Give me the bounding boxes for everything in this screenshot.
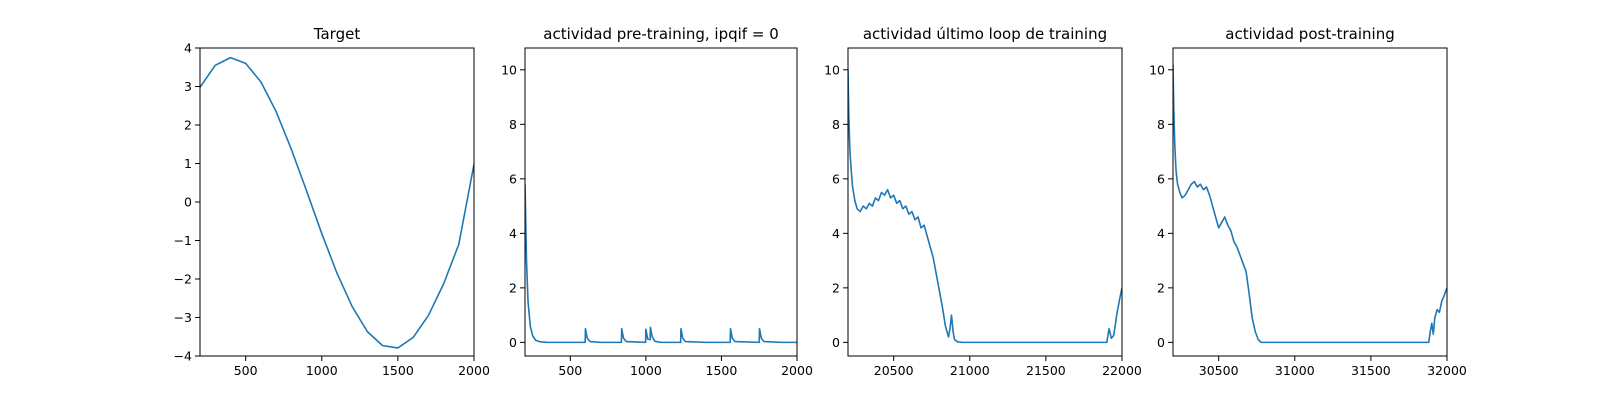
y-tick-label: 10: [501, 62, 517, 77]
x-tick-label: 21500: [1026, 363, 1066, 378]
plot-frame: [1172, 47, 1448, 357]
y-tick-label: 10: [1149, 62, 1165, 77]
x-tick-label: 1000: [630, 363, 662, 378]
plot-frame: [199, 47, 475, 357]
y-tick-label: −2: [174, 272, 192, 287]
y-tick-label: 4: [509, 226, 517, 241]
x-tick-label: 1500: [382, 363, 414, 378]
x-tick-label: 30500: [1199, 363, 1239, 378]
y-tick-label: 0: [184, 195, 192, 210]
x-tick-label: 500: [558, 363, 582, 378]
subplot-1: Target 500 1000 1500 2000 −4 −3 −2 −1 0 1 2 3 4: [174, 25, 490, 378]
subplot-2: actividad pre-training, ipqif = 0 500 1000…: [501, 25, 813, 378]
x-tick-label: 2000: [781, 363, 813, 378]
y-tick-label: −4: [174, 349, 192, 364]
series-line-1: [525, 184, 797, 344]
y-tick-label: 8: [509, 117, 517, 132]
y-tick-label: 4: [1157, 226, 1165, 241]
y-tick-label: −1: [174, 233, 192, 248]
x-tick-label: 31000: [1275, 363, 1315, 378]
y-tick-label: 0: [1157, 335, 1165, 350]
x-tick-label: 2000: [458, 363, 490, 378]
chart-title: actividad pre-training, ipqif = 0: [543, 25, 779, 43]
y-tick-label: 2: [184, 118, 192, 133]
y-tick-label: 1: [184, 156, 192, 171]
y-tick-label: 0: [509, 335, 517, 350]
y-tick-label: 2: [1157, 280, 1165, 295]
series-line-1: [848, 69, 1122, 344]
chart-title: Target: [313, 25, 361, 43]
x-tick-label: 31500: [1351, 363, 1391, 378]
y-tick-label: 6: [832, 171, 840, 186]
x-tick-label: 21000: [950, 363, 990, 378]
series-line-1: [200, 56, 474, 349]
y-tick-label: 6: [1157, 171, 1165, 186]
x-tick-label: 500: [234, 363, 258, 378]
plot-frame: [847, 47, 1123, 357]
y-tick-label: 4: [832, 226, 840, 241]
y-tick-label: −3: [174, 310, 192, 325]
y-tick-label: 2: [832, 280, 840, 295]
x-tick-label: 20500: [874, 363, 914, 378]
x-tick-label: 22000: [1102, 363, 1142, 378]
y-tick-label: 6: [509, 171, 517, 186]
y-tick-label: 3: [184, 79, 192, 94]
y-tick-label: 8: [832, 117, 840, 132]
chart-title: actividad último loop de training: [863, 25, 1107, 43]
y-tick-label: 4: [184, 41, 192, 56]
y-tick-label: 2: [509, 280, 517, 295]
y-tick-label: 10: [824, 62, 840, 77]
series-line-1: [1173, 64, 1447, 344]
plot-frame: [524, 47, 798, 357]
x-tick-label: 1500: [706, 363, 738, 378]
y-tick-label: 8: [1157, 117, 1165, 132]
chart-title: actividad post-training: [1225, 25, 1394, 43]
x-tick-label: 1000: [306, 363, 338, 378]
subplot-4: actividad post-training 30500 31000 31500 32…: [1149, 25, 1467, 378]
x-tick-label: 32000: [1427, 363, 1467, 378]
y-tick-label: 0: [832, 335, 840, 350]
